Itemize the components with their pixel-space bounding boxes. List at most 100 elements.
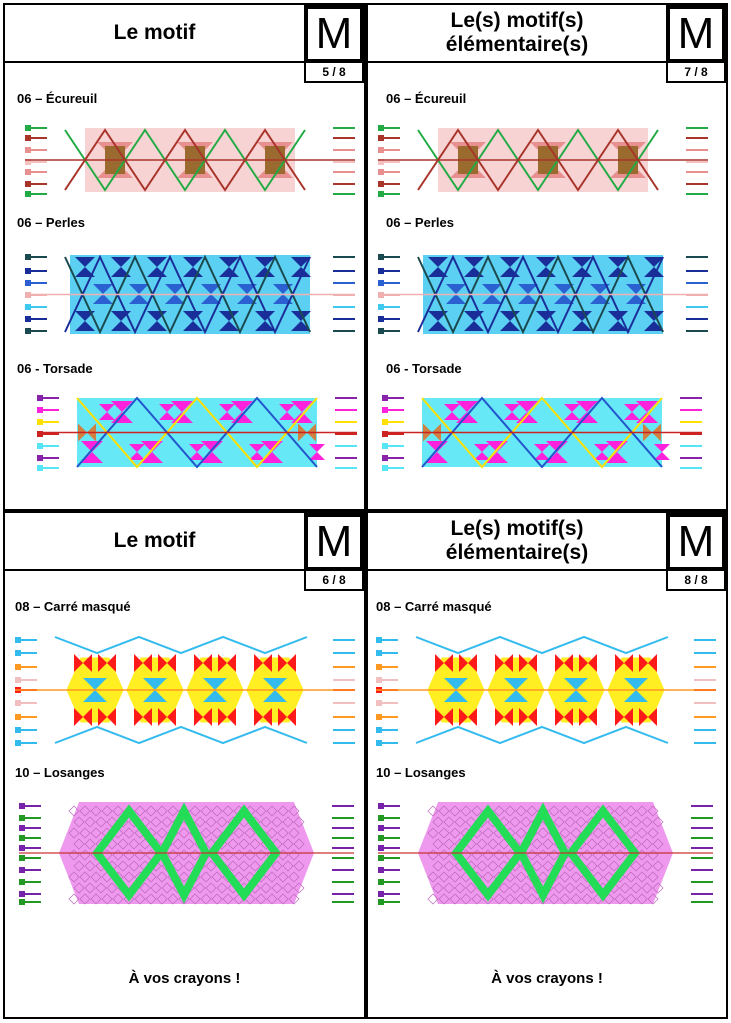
- grid-cell: [487, 838, 499, 850]
- pattern-group: [19, 802, 354, 905]
- knot-shape: [218, 654, 227, 672]
- knot-shape: [254, 708, 263, 726]
- grid-cell: [68, 893, 80, 905]
- thread-path: [421, 396, 663, 469]
- pattern-ecureuil: [25, 125, 355, 197]
- knot-shape: [147, 321, 167, 331]
- grid-cell: [205, 816, 217, 828]
- grid-cell: [526, 805, 538, 817]
- grid-cell: [73, 860, 85, 872]
- grid-cell: [443, 816, 455, 828]
- grid-cell: [271, 860, 283, 872]
- grid-cell: [211, 893, 223, 905]
- thread-bead: [25, 159, 31, 165]
- knot-shape: [564, 678, 588, 690]
- pattern-group: [382, 395, 702, 471]
- grid-cell: [271, 882, 283, 894]
- thread-bead: [15, 700, 21, 706]
- knot-shape: [255, 321, 275, 331]
- knot-shape: [504, 690, 528, 702]
- grid-cell: [211, 805, 223, 817]
- thread-bead: [19, 879, 25, 885]
- knot-shape: [81, 452, 103, 463]
- thread-bead: [376, 740, 382, 746]
- knot-shape: [554, 284, 574, 294]
- knot-shape: [428, 267, 448, 277]
- grid-cell: [183, 838, 195, 850]
- knot-shape: [504, 654, 513, 672]
- grid-cell: [123, 893, 135, 905]
- card-elementaire-bottom: Le(s) motif(s) élémentaire(s) M 8 / 8 08…: [366, 511, 728, 1019]
- card-title: Le motif: [113, 21, 196, 44]
- knot-shape: [263, 654, 272, 672]
- thread-bead: [378, 159, 384, 165]
- grid-cell: [84, 838, 96, 850]
- thread-bead: [378, 280, 384, 286]
- grid-cell: [293, 860, 305, 872]
- knot-shape: [504, 404, 520, 412]
- grid-cell: [84, 882, 96, 894]
- m-badge: M: [666, 5, 726, 63]
- grid-cell: [581, 893, 593, 905]
- knot-shape: [504, 708, 513, 726]
- thread-bead: [25, 280, 31, 286]
- knot-shape: [590, 294, 610, 304]
- knot-shape: [519, 654, 528, 672]
- pattern-group: [378, 125, 708, 197]
- grid-cell: [531, 860, 543, 872]
- grid-cell: [266, 871, 278, 883]
- thread-bead: [19, 815, 25, 821]
- thread-bead: [376, 727, 382, 733]
- knot-shape: [636, 401, 658, 412]
- knot-shape: [291, 401, 313, 412]
- grid-cell: [106, 882, 118, 894]
- grid-cell: [134, 893, 146, 905]
- grid-cell: [161, 882, 173, 894]
- grid-cell: [515, 805, 527, 817]
- thread-bead: [378, 879, 384, 885]
- grid-cell: [282, 860, 294, 872]
- grid-cell: [449, 805, 461, 817]
- grid-cell: [542, 838, 554, 850]
- knot-shape: [555, 708, 564, 726]
- knot-shape: [572, 311, 592, 321]
- knot-shape: [75, 257, 95, 267]
- grid-cell: [293, 816, 305, 828]
- knot-shape: [183, 311, 203, 321]
- knot-shape: [482, 294, 502, 304]
- knot-shape: [219, 321, 239, 331]
- knot-shape: [554, 294, 574, 304]
- knot-shape: [255, 311, 275, 321]
- grid-cell: [167, 893, 179, 905]
- grid-cell: [73, 816, 85, 828]
- pattern-losanges: [378, 802, 713, 905]
- thread-path: [54, 725, 308, 745]
- pattern-perles: [25, 254, 355, 335]
- knot-shape: [291, 311, 311, 321]
- thread-path: [54, 635, 308, 655]
- grid-cell: [249, 860, 261, 872]
- pattern-label-torsade: 06 - Torsade: [17, 361, 93, 376]
- knot-shape: [159, 404, 175, 412]
- knot-shape: [99, 412, 115, 420]
- knot-shape: [464, 257, 484, 267]
- knot-shape: [594, 444, 610, 452]
- thread-bead: [378, 135, 384, 141]
- grid-cell: [211, 871, 223, 883]
- grid-cell: [564, 860, 576, 872]
- m-badge: M: [304, 5, 364, 63]
- knot-shape: [654, 444, 670, 452]
- thread-bead: [376, 714, 382, 720]
- knot-shape: [167, 708, 176, 726]
- grid-cell: [244, 827, 256, 839]
- knot-shape: [474, 452, 490, 460]
- grid-cell: [548, 805, 560, 817]
- grid-cell: [542, 860, 554, 872]
- knot-shape: [254, 654, 263, 672]
- knot-shape: [203, 678, 227, 690]
- grid-cell: [277, 827, 289, 839]
- knot-shape: [428, 321, 448, 331]
- thread-bead: [378, 328, 384, 334]
- thread-bead: [378, 835, 384, 841]
- knot-shape: [518, 294, 538, 304]
